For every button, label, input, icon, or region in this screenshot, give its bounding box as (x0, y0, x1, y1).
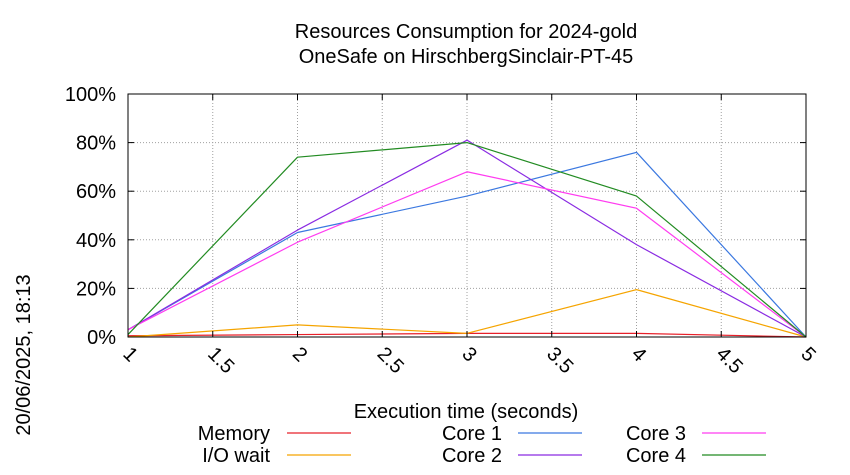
y-tick-label: 40% (76, 230, 116, 252)
y-axis-ticks: 0% 20% 40% 60% 80% 100% (65, 84, 806, 349)
grid (128, 94, 806, 337)
chart-title: Resources Consumption for 2024-gold (295, 21, 637, 43)
x-tick-label: 5 (796, 343, 819, 366)
y-tick-label: 0% (87, 327, 116, 349)
legend-label-core-3: Core 3 (626, 423, 686, 445)
x-tick-label: 2 (288, 343, 311, 366)
series-line-core-1 (127, 151, 807, 338)
y-tick-label: 60% (76, 181, 116, 203)
x-tick-label: 3.5 (542, 343, 577, 378)
legend-label-core-4: Core 4 (626, 445, 686, 467)
x-tick-label: 1 (118, 343, 141, 366)
x-tick-label: 3 (457, 343, 480, 366)
x-axis-label: Execution time (seconds) (354, 401, 579, 423)
y-tick-label: 20% (76, 278, 116, 300)
x-tick-label: 2.5 (373, 343, 408, 378)
chart-subtitle: OneSafe on HirschbergSinclair-PT-45 (299, 46, 634, 68)
legend-label-core-1: Core 1 (442, 423, 502, 445)
timestamp-label: 20/06/2025, 18:13 (13, 274, 35, 435)
series-line-core-4 (127, 142, 807, 338)
x-tick-label: 4.5 (712, 343, 747, 378)
legend-label-core-2: Core 2 (442, 445, 502, 467)
series-line-core-2 (127, 139, 807, 338)
y-tick-label: 80% (76, 133, 116, 155)
y-tick-label: 100% (65, 84, 116, 106)
series-line-core-3 (127, 171, 807, 338)
x-tick-label: 1.5 (203, 343, 238, 378)
legend-label-memory: Memory (198, 423, 270, 445)
x-tick-label: 4 (627, 343, 650, 366)
legend-label-i-o-wait: I/O wait (202, 445, 270, 467)
